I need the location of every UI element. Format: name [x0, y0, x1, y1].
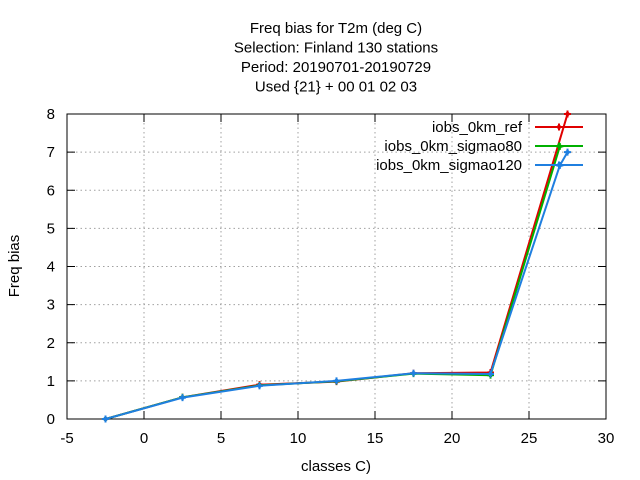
- series-iobs_0km_sigmao120: [102, 148, 571, 423]
- y-tick-label: 4: [47, 259, 55, 276]
- series: [102, 110, 571, 423]
- title-line: Freq bias for T2m (deg C): [250, 20, 422, 37]
- y-tick-label: 0: [47, 411, 55, 428]
- data-point: [410, 369, 417, 377]
- data-point: [102, 415, 109, 423]
- legend-marker: [555, 161, 563, 169]
- data-point: [564, 110, 571, 118]
- title-line: Selection: Finland 130 stations: [234, 40, 438, 57]
- legend-marker: [555, 123, 563, 131]
- y-axis-label: Freq bias: [6, 235, 23, 298]
- legend-label: iobs_0km_sigmao120: [376, 157, 522, 174]
- plot-frame: [66, 113, 607, 420]
- legend-label: iobs_0km_ref: [432, 119, 523, 136]
- x-tick-label: 25: [521, 430, 538, 447]
- x-tick-label: 20: [444, 430, 461, 447]
- data-point: [564, 148, 571, 156]
- y-tick-label: 3: [47, 297, 55, 314]
- x-tick-label: 10: [290, 430, 307, 447]
- series-line: [105, 146, 561, 420]
- title-line: Used {21} + 00 01 02 03: [255, 79, 417, 96]
- axis-ticks: -5 0 5 10 15 20 25 30 0 1 2 3 4 5 6 7 8: [47, 106, 615, 447]
- title-line: Period: 20190701-20190729: [241, 59, 431, 76]
- chart-title: Freq bias for T2m (deg C) Selection: Finl…: [234, 20, 438, 96]
- x-tick-label: 15: [367, 430, 384, 447]
- legend-marker: [555, 142, 563, 150]
- y-tick-label: 8: [47, 106, 55, 123]
- y-tick-label: 6: [47, 182, 55, 199]
- x-tick-label: -5: [60, 430, 73, 447]
- data-point: [333, 377, 340, 385]
- y-tick-label: 1: [47, 373, 55, 390]
- x-tick-label: 30: [598, 430, 615, 447]
- series-line: [105, 151, 569, 420]
- legend: iobs_0km_ref iobs_0km_sigmao80 iobs_0km_si…: [376, 119, 583, 174]
- x-tick-label: 5: [217, 430, 225, 447]
- data-point: [487, 370, 494, 378]
- y-tick-label: 5: [47, 220, 55, 237]
- grid: [67, 114, 606, 419]
- y-tick-label: 2: [47, 335, 55, 352]
- data-point: [179, 394, 186, 402]
- legend-label: iobs_0km_sigmao80: [384, 138, 522, 155]
- y-tick-label: 7: [47, 144, 55, 161]
- data-point: [256, 382, 263, 390]
- x-tick-label: 0: [140, 430, 148, 447]
- x-axis-label: classes C): [301, 458, 371, 475]
